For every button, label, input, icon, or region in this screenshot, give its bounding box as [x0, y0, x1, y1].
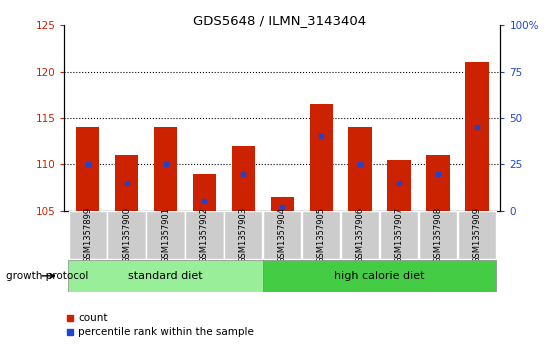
Bar	[465, 62, 489, 211]
Bar	[271, 197, 294, 211]
FancyBboxPatch shape	[419, 211, 457, 259]
Bar	[387, 160, 411, 211]
FancyBboxPatch shape	[380, 211, 418, 259]
Text: GSM1357905: GSM1357905	[317, 207, 326, 263]
FancyBboxPatch shape	[69, 211, 107, 259]
Text: GSM1357907: GSM1357907	[395, 207, 404, 263]
Text: GSM1357902: GSM1357902	[200, 207, 209, 263]
FancyBboxPatch shape	[458, 211, 496, 259]
Text: growth protocol: growth protocol	[6, 271, 88, 281]
Text: GSM1357900: GSM1357900	[122, 207, 131, 263]
Text: count: count	[78, 313, 108, 323]
FancyBboxPatch shape	[107, 211, 146, 259]
FancyBboxPatch shape	[146, 211, 184, 259]
FancyBboxPatch shape	[186, 211, 224, 259]
Text: GDS5648 / ILMN_3143404: GDS5648 / ILMN_3143404	[193, 15, 366, 28]
Bar	[68, 260, 263, 292]
Bar	[263, 260, 496, 292]
Text: GSM1357908: GSM1357908	[434, 207, 443, 263]
Bar	[76, 127, 100, 211]
Text: standard diet: standard diet	[128, 271, 203, 281]
FancyBboxPatch shape	[341, 211, 379, 259]
Text: percentile rank within the sample: percentile rank within the sample	[78, 327, 254, 337]
Bar	[193, 174, 216, 211]
Text: GSM1357909: GSM1357909	[472, 207, 481, 263]
Text: GSM1357899: GSM1357899	[83, 207, 92, 263]
Bar	[154, 127, 177, 211]
Bar	[310, 104, 333, 211]
Text: GSM1357901: GSM1357901	[161, 207, 170, 263]
Text: GSM1357903: GSM1357903	[239, 207, 248, 263]
FancyBboxPatch shape	[263, 211, 301, 259]
Bar	[427, 155, 449, 211]
Bar	[115, 155, 138, 211]
Bar	[231, 146, 255, 211]
FancyBboxPatch shape	[224, 211, 262, 259]
Bar	[348, 127, 372, 211]
Text: GSM1357906: GSM1357906	[356, 207, 364, 263]
Text: GSM1357904: GSM1357904	[278, 207, 287, 263]
FancyBboxPatch shape	[302, 211, 340, 259]
Text: high calorie diet: high calorie diet	[334, 271, 425, 281]
